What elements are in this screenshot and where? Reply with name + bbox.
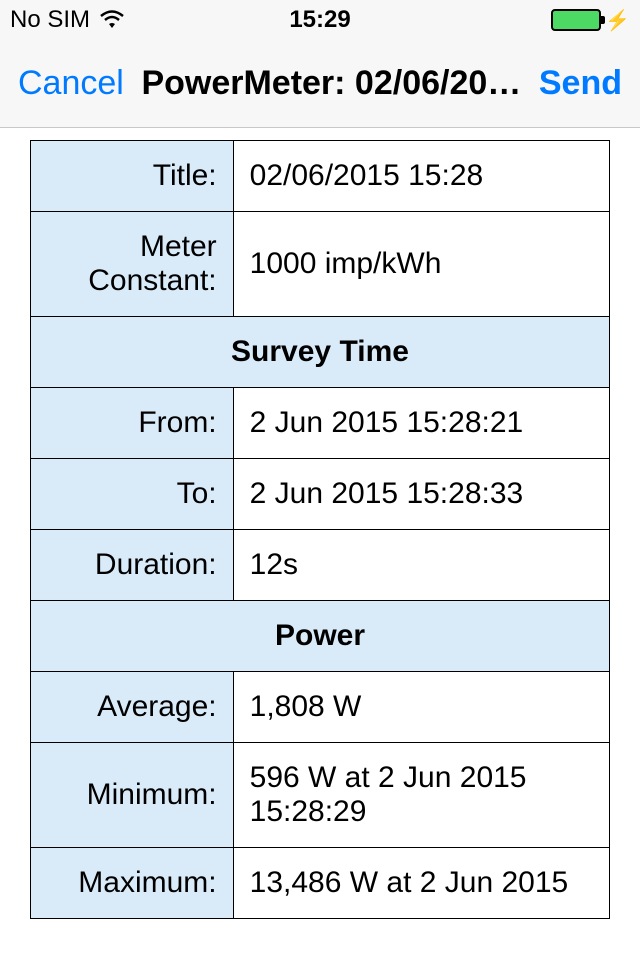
survey-time-header: Survey Time bbox=[31, 317, 610, 388]
from-label: From: bbox=[31, 388, 234, 459]
status-time: 15:29 bbox=[217, 6, 424, 34]
table-row: Meter Constant: 1000 imp/kWh bbox=[31, 212, 610, 317]
title-label: Title: bbox=[31, 141, 234, 212]
charging-icon: ⚡ bbox=[605, 8, 630, 33]
table-row: Average: 1,808 W bbox=[31, 672, 610, 743]
to-label: To: bbox=[31, 459, 234, 530]
title-value: 02/06/2015 15:28 bbox=[233, 141, 609, 212]
status-right: ⚡ bbox=[423, 8, 630, 33]
section-header-row: Power bbox=[31, 601, 610, 672]
from-value: 2 Jun 2015 15:28:21 bbox=[233, 388, 609, 459]
nav-title: PowerMeter: 02/06/20… bbox=[124, 64, 539, 103]
table-row: Duration: 12s bbox=[31, 530, 610, 601]
table-row: Title: 02/06/2015 15:28 bbox=[31, 141, 610, 212]
status-bar: No SIM 15:29 ⚡ bbox=[0, 0, 640, 40]
maximum-value: 13,486 W at 2 Jun 2015 bbox=[233, 848, 609, 919]
average-label: Average: bbox=[31, 672, 234, 743]
carrier-text: No SIM bbox=[10, 6, 90, 34]
average-value: 1,808 W bbox=[233, 672, 609, 743]
minimum-value: 596 W at 2 Jun 2015 15:28:29 bbox=[233, 743, 609, 848]
maximum-label: Maximum: bbox=[31, 848, 234, 919]
wifi-icon bbox=[98, 10, 126, 30]
to-value: 2 Jun 2015 15:28:33 bbox=[233, 459, 609, 530]
table-row: To: 2 Jun 2015 15:28:33 bbox=[31, 459, 610, 530]
table-row: Minimum: 596 W at 2 Jun 2015 15:28:29 bbox=[31, 743, 610, 848]
cancel-button[interactable]: Cancel bbox=[18, 64, 124, 103]
meter-constant-label: Meter Constant: bbox=[31, 212, 234, 317]
duration-label: Duration: bbox=[31, 530, 234, 601]
minimum-label: Minimum: bbox=[31, 743, 234, 848]
data-table: Title: 02/06/2015 15:28 Meter Constant: … bbox=[30, 140, 610, 919]
meter-constant-value: 1000 imp/kWh bbox=[233, 212, 609, 317]
power-header: Power bbox=[31, 601, 610, 672]
table-row: From: 2 Jun 2015 15:28:21 bbox=[31, 388, 610, 459]
section-header-row: Survey Time bbox=[31, 317, 610, 388]
duration-value: 12s bbox=[233, 530, 609, 601]
send-button[interactable]: Send bbox=[539, 64, 622, 103]
table-row: Maximum: 13,486 W at 2 Jun 2015 bbox=[31, 848, 610, 919]
content-area: Title: 02/06/2015 15:28 Meter Constant: … bbox=[0, 128, 640, 919]
battery-icon bbox=[551, 9, 601, 31]
nav-bar: Cancel PowerMeter: 02/06/20… Send bbox=[0, 40, 640, 128]
status-left: No SIM bbox=[10, 6, 217, 34]
